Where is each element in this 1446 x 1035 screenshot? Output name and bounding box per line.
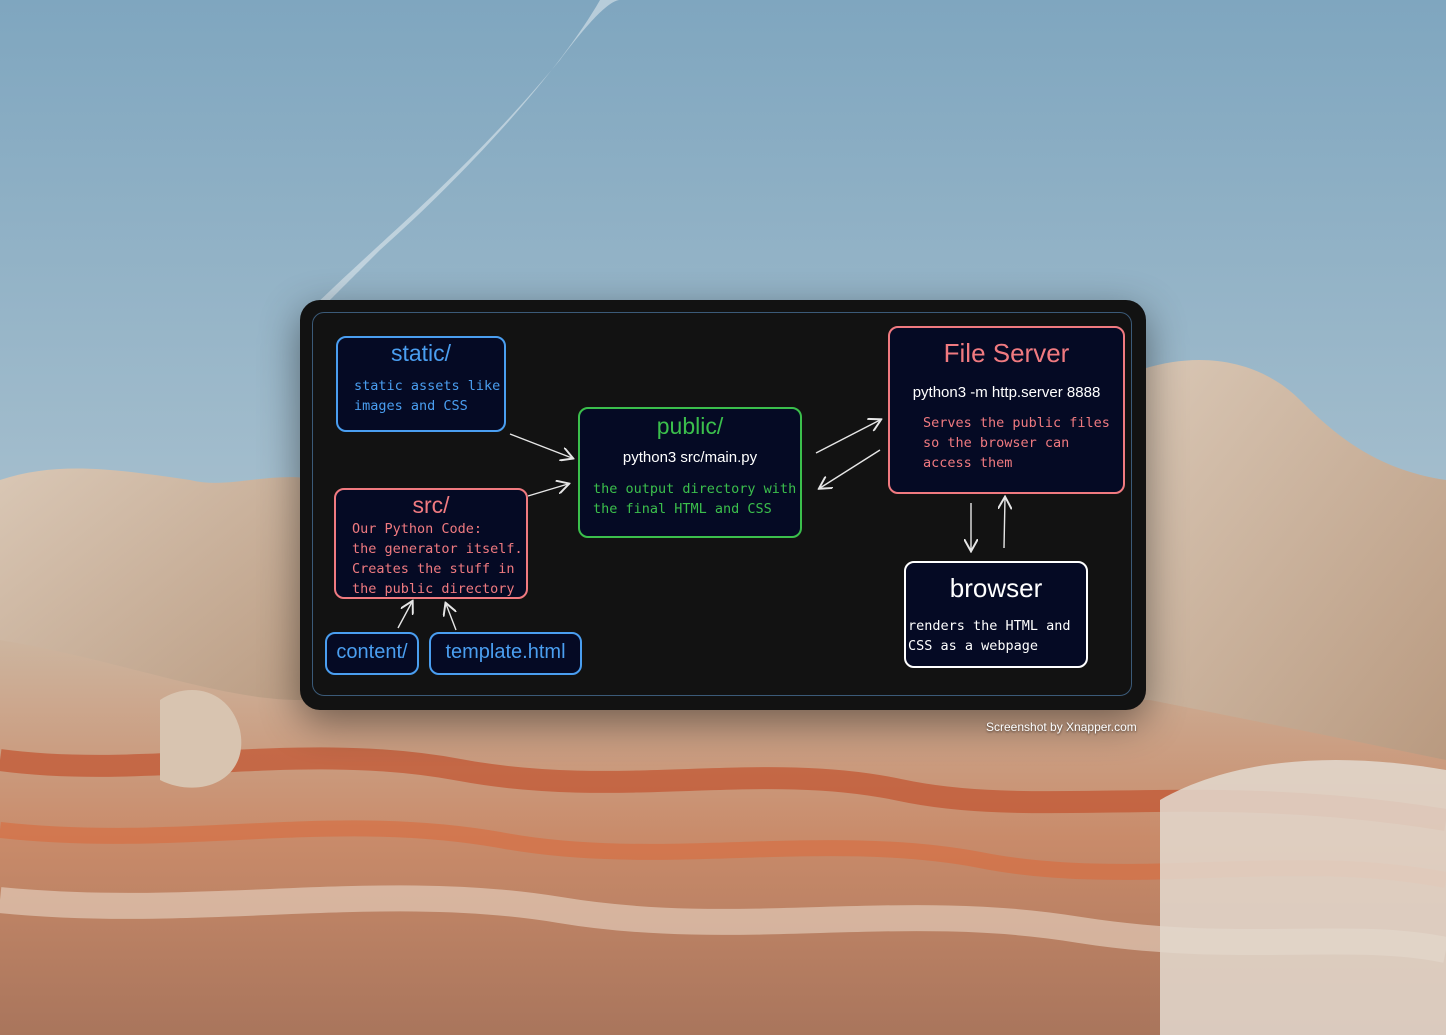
template-node: template.html	[429, 632, 582, 675]
fileserver-desc-line: so the browser can	[923, 435, 1070, 451]
static-desc-line: images and CSS	[354, 398, 468, 414]
public-title: public/	[656, 413, 724, 439]
src-desc-line: Creates the stuff in	[352, 561, 515, 577]
static-node: static/ static assets like images and CS…	[336, 336, 506, 432]
content-title: content/	[336, 641, 408, 663]
fileserver-description: Serves the public files so the browser c…	[923, 413, 1110, 473]
screenshot-credit: Screenshot by Xnapper.com	[986, 720, 1137, 734]
browser-desc-line: renders the HTML and	[908, 618, 1071, 634]
fileserver-node: File Server python3 -m http.server 8888 …	[888, 326, 1125, 494]
src-desc-line: Our Python Code:	[352, 521, 483, 537]
static-description: static assets like images and CSS	[354, 376, 500, 416]
src-desc-line: the public directory	[352, 581, 515, 597]
public-description: the output directory with the final HTML…	[593, 479, 796, 519]
fileserver-title: File Server	[943, 338, 1070, 368]
browser-title: browser	[949, 573, 1043, 603]
content-node: content/	[325, 632, 419, 675]
diagram-frame	[312, 312, 1132, 696]
public-desc-line: the output directory with	[593, 481, 797, 497]
public-node: public/ python3 src/main.py the output d…	[578, 407, 802, 538]
src-node: src/ Our Python Code: the generator itse…	[334, 488, 528, 599]
diagram-card: static/ static assets like images and CS…	[300, 300, 1146, 710]
fileserver-desc-line: Serves the public files	[923, 415, 1110, 431]
fileserver-desc-line: access them	[923, 455, 1013, 471]
public-command: python3 src/main.py	[622, 449, 758, 466]
template-title: template.html	[445, 641, 566, 663]
src-desc-line: the generator itself.	[352, 541, 523, 557]
browser-desc-line: CSS as a webpage	[908, 638, 1039, 654]
src-title: src/	[412, 492, 450, 518]
browser-node: browser renders the HTML and CSS as a we…	[904, 561, 1088, 668]
static-desc-line: static assets like	[354, 378, 501, 394]
src-description: Our Python Code: the generator itself. C…	[352, 519, 523, 599]
public-desc-line: the final HTML and CSS	[593, 501, 772, 517]
static-title: static/	[390, 340, 452, 366]
browser-description: renders the HTML and CSS as a webpage	[908, 616, 1071, 656]
fileserver-command: python3 -m http.server 8888	[912, 384, 1101, 401]
